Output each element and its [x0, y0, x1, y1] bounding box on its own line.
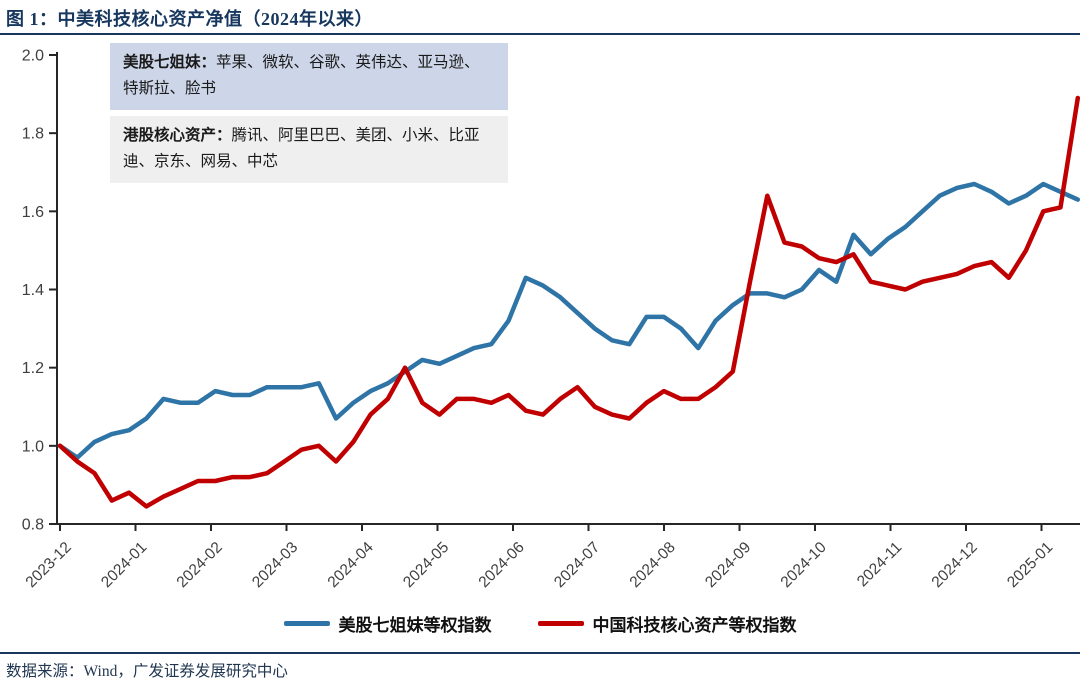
x-tick-label: 2024-09 — [702, 539, 754, 591]
chart-area: 0.8 1.0 1.2 1.4 1.6 1.8 2.0 2023-12 2024-01 2024-… — [22, 48, 1080, 592]
y-tick-label: 1.6 — [22, 204, 44, 221]
y-tick-label: 1.2 — [22, 360, 44, 377]
chart-legend: 美股七姐妹等权指数 中国科技核心资产等权指数 — [0, 606, 1080, 640]
footer-divider — [0, 652, 1080, 654]
legend-item-us: 美股七姐妹等权指数 — [283, 611, 492, 636]
series-line-us-mag7 — [57, 181, 1080, 460]
x-tick-label: 2024-11 — [854, 539, 905, 590]
info-box-text: 苹果、微软、谷歌、英伟达、亚马逊、特斯拉、脸书 — [123, 54, 480, 98]
x-tick-label: 2024-05 — [400, 539, 452, 591]
legend-item-cn: 中国科技核心资产等权指数 — [537, 611, 797, 636]
legend-swatch-us-line — [283, 620, 330, 626]
y-tick-label: 0.8 — [22, 517, 44, 534]
x-tick-label: 2024-01 — [98, 539, 150, 591]
info-box-text: 腾讯、阿里巴巴、美团、小米、比亚迪、京东、网易、中芯 — [123, 127, 480, 171]
legend-label-us: 美股七姐妹等权指数 — [338, 615, 492, 635]
y-tick-label: 2.0 — [22, 48, 44, 65]
info-box-label: 美股七姐妹： — [123, 54, 217, 71]
line-chart: 0.8 1.0 1.2 1.4 1.6 1.8 2.0 2023-12 2024-01 2024-… — [22, 48, 1080, 592]
y-tick-label: 1.0 — [22, 438, 44, 455]
y-tick-label: 1.8 — [22, 126, 44, 143]
title-divider — [0, 33, 1080, 35]
legend-label-cn: 中国科技核心资产等权指数 — [592, 615, 797, 635]
x-tick-label: 2024-04 — [325, 539, 378, 592]
x-tick-label: 2024-07 — [551, 539, 603, 591]
figure-title: 图 1：中美科技核心资产净值（2024年以来） — [6, 9, 373, 29]
x-tick-label: 2023-12 — [23, 539, 75, 591]
series-line-cn-tech — [57, 95, 1080, 509]
source-note: 数据来源：Wind，广发证券发展研究中心 — [6, 663, 288, 680]
x-tick-label: 2025-01 — [1004, 539, 1056, 591]
legend-swatch-cn-line — [537, 620, 584, 626]
x-tick-label: 2024-10 — [778, 539, 831, 592]
info-box-label: 港股核心资产： — [123, 127, 232, 144]
y-tick-label: 1.4 — [22, 282, 44, 299]
info-box-hk-core: 港股核心资产：腾讯、阿里巴巴、美团、小米、比亚迪、京东、网易、中芯 — [110, 116, 508, 183]
x-tick-label: 2024-03 — [249, 539, 301, 591]
info-box-us-mag7: 美股七姐妹：苹果、微软、谷歌、英伟达、亚马逊、特斯拉、脸书 — [110, 43, 508, 110]
x-tick-label: 2024-08 — [627, 539, 679, 591]
x-tick-label: 2024-02 — [174, 539, 226, 591]
x-tick-label: 2024-12 — [929, 539, 981, 591]
x-tick-label: 2024-06 — [476, 539, 528, 591]
